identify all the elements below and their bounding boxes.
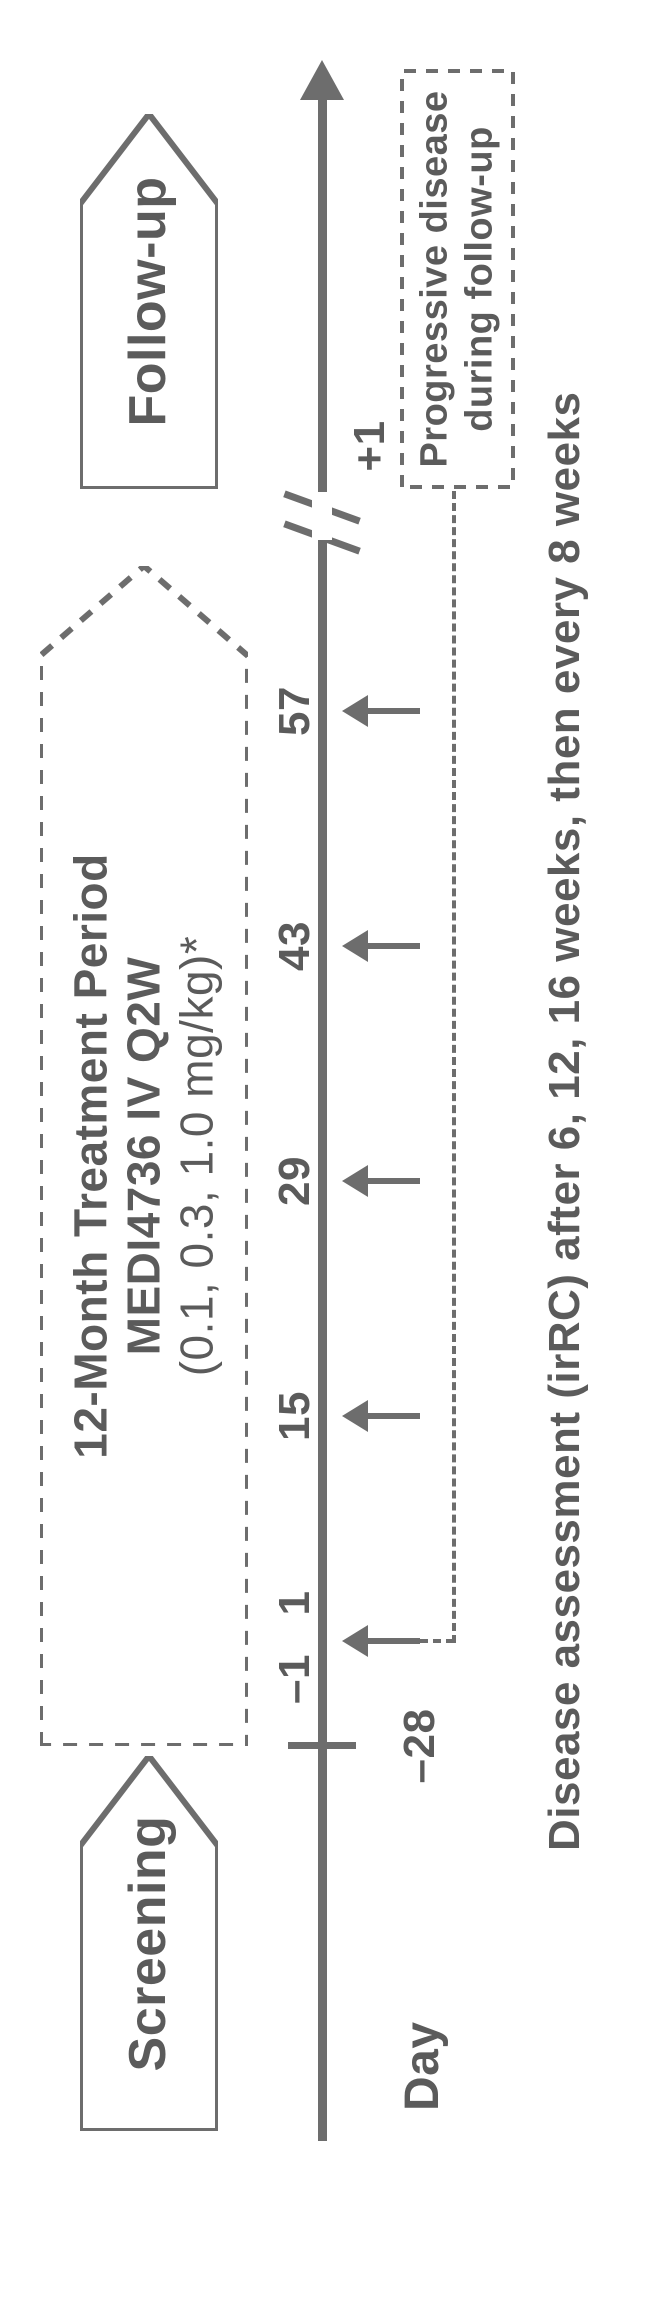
phase-screening-label: Screening [119, 1720, 179, 2131]
assessment-dash-line [452, 491, 456, 1643]
phase-treatment-line3: (0.1, 0.3, 1.0 mg/kg)* [170, 936, 222, 1377]
phase-treatment-line2: MEDI4736 IV Q2W [118, 957, 170, 1356]
axis-day-label: Day [395, 2021, 450, 2111]
phase-followup-label: Follow-up [119, 78, 179, 489]
axis-arrowhead [300, 60, 344, 100]
dose-arrow-3 [342, 930, 368, 962]
dose-arrow-1 [342, 1400, 368, 1432]
tick-plus1: +1 [345, 420, 395, 471]
dose-label-2: 29 [270, 1156, 320, 1206]
axis-line-left [318, 536, 327, 2141]
axis-line-right [318, 96, 327, 496]
phase-treatment: 12-Month Treatment PeriodMEDI4736 IV Q2W… [40, 566, 248, 1746]
dose-arrow-2 [342, 1165, 368, 1197]
dose-label-3: 43 [270, 921, 320, 971]
phase-followup: Follow-up [80, 114, 218, 489]
dose-arrow-stem-1 [366, 1413, 420, 1419]
dose-label-0-right: 1 [270, 1591, 320, 1616]
dose-arrow-stem-4 [366, 708, 420, 714]
pd-line2: during follow-up [459, 126, 501, 432]
axis-start-tick [288, 1742, 356, 1749]
dose-arrow-4 [342, 695, 368, 727]
tick-minus28: –28 [395, 1709, 445, 1784]
dose-arrow-0 [342, 1625, 368, 1657]
dose-arrow-stem-2 [366, 1178, 420, 1184]
pd-line1: Progressive disease [413, 90, 455, 467]
axis-break-gap [312, 492, 332, 540]
phase-screening: Screening [80, 1756, 218, 2131]
phase-treatment-line1: 12-Month Treatment Period [65, 853, 117, 1458]
assessment-caption: Disease assessment (irRC) after 6, 12, 1… [540, 392, 590, 1851]
phase-treatment-label: 12-Month Treatment PeriodMEDI4736 IV Q2W… [65, 530, 224, 1746]
dose-arrow-stem-0 [366, 1638, 420, 1644]
dose-label-4: 57 [270, 686, 320, 736]
progressive-disease-box: Progressive diseaseduring follow-up [400, 69, 515, 489]
dose-arrow-stem-3 [366, 943, 420, 949]
dose-label-0-left: –1 [270, 1654, 320, 1704]
dose-label-1: 15 [270, 1391, 320, 1441]
assessment-dash-tail [420, 1639, 454, 1643]
